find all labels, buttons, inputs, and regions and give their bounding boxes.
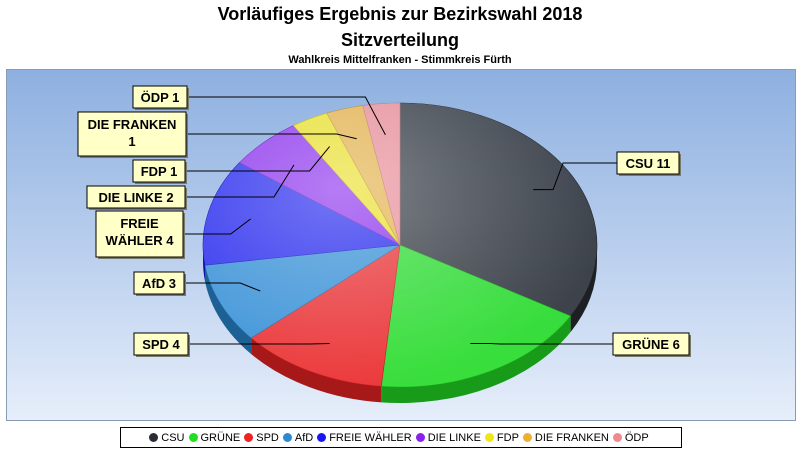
chart-legend: CSU GRÜNE SPD AfD FREIE WÄHLER DIE LINKE FDP DI…	[120, 427, 682, 448]
callout-label-oedp: ÖDP 1	[141, 90, 180, 105]
callout-label-csu: CSU 11	[626, 156, 671, 171]
legend-marker-fdp	[484, 433, 494, 442]
legend-label-die-franken: DIE FRANKEN	[534, 431, 609, 444]
legend-label-die-linke: DIE LINKE	[427, 431, 481, 444]
legend-label-fdp: FDP	[496, 431, 519, 444]
callout-box-gruene	[612, 332, 690, 356]
legend-item-die-franken: DIE FRANKEN	[522, 431, 609, 444]
legend-item-gruene: GRÜNE	[188, 431, 241, 444]
callout-line-die-linke	[185, 164, 295, 198]
legend-item-die-linke: DIE LINKE	[415, 431, 481, 444]
pie-side-csu	[570, 245, 597, 332]
callout-box-csu	[616, 151, 680, 175]
pie-side-freie-waehler	[203, 245, 206, 282]
callout-label-die-linke: DIE LINKE 2	[98, 190, 173, 205]
callout-line-die-franken	[186, 133, 357, 140]
legend-label-csu: CSU	[161, 431, 185, 444]
callout-box-afd	[133, 271, 185, 295]
legend-label-afd: AfD	[294, 431, 314, 444]
pie-depth	[203, 245, 597, 403]
callout-label-die-franken: DIE FRANKEN 1	[88, 117, 177, 149]
callout-box-oedp	[132, 85, 188, 109]
callout-box-fdp	[132, 159, 186, 183]
legend-label-freie-waehler: FREIE WÄHLER	[329, 431, 412, 444]
pie-side-gruene	[381, 316, 571, 403]
callout-box-spd	[133, 332, 189, 356]
callout-box-die-linke	[86, 185, 186, 209]
pie-side-afd	[205, 265, 252, 354]
chart-title-line-2: Sitzverteilung	[340, 30, 460, 50]
callout-line-oedp	[187, 96, 386, 135]
callout-label-fdp: FDP 1	[141, 164, 178, 179]
callout-box-die-franken	[77, 111, 187, 157]
legend-marker-freie-waehler	[317, 433, 327, 442]
callout-line-afd	[184, 282, 261, 292]
callout-label-afd: AfD 3	[142, 276, 176, 291]
legend-item-csu: CSU	[149, 431, 185, 444]
chart-title: Vorläufiges Ergebnis zur Bezirkswahl 201…	[217, 4, 583, 24]
callout-line-spd	[188, 342, 330, 345]
legend-marker-die-linke	[415, 433, 425, 442]
legend-marker-afd	[282, 433, 292, 442]
callout-label-spd: SPD 4	[142, 337, 180, 352]
legend-label-gruene: GRÜNE	[200, 431, 241, 444]
pie-side-spd	[251, 337, 382, 403]
callout-line-freie-waehler	[183, 218, 251, 235]
callout-labels: CSU 11 GRÜNE 6 SPD 4 AfD 3 FREIE WÄHLER 4 DIE …	[77, 85, 691, 357]
callout-box-freie-waehler	[95, 210, 184, 258]
legend-marker-die-franken	[522, 433, 532, 442]
callout-line-csu	[533, 162, 617, 191]
callout-line-gruene	[470, 342, 613, 345]
legend-item-afd: AfD	[282, 431, 314, 444]
legend-item-oedp: ÖDP	[612, 431, 649, 444]
callout-label-freie-waehler: FREIE WÄHLER 4	[106, 216, 175, 248]
callout-line-fdp	[185, 146, 330, 172]
pie-highlight	[203, 103, 597, 387]
legend-item-freie-waehler: FREIE WÄHLER	[317, 432, 412, 444]
legend-marker-oedp	[612, 433, 622, 442]
legend-marker-spd	[244, 433, 254, 442]
legend-item-spd: SPD	[244, 432, 279, 444]
legend-label-oedp: ÖDP	[624, 431, 649, 444]
callout-label-gruene: GRÜNE 6	[622, 337, 680, 352]
legend-item-fdp: FDP	[484, 431, 519, 444]
legend-marker-gruene	[188, 433, 198, 442]
legend-marker-csu	[149, 433, 159, 442]
chart-subtitle: Wahlkreis Mittelfranken - Stimmkreis Für…	[288, 54, 512, 66]
legend-label-spd: SPD	[256, 431, 279, 444]
